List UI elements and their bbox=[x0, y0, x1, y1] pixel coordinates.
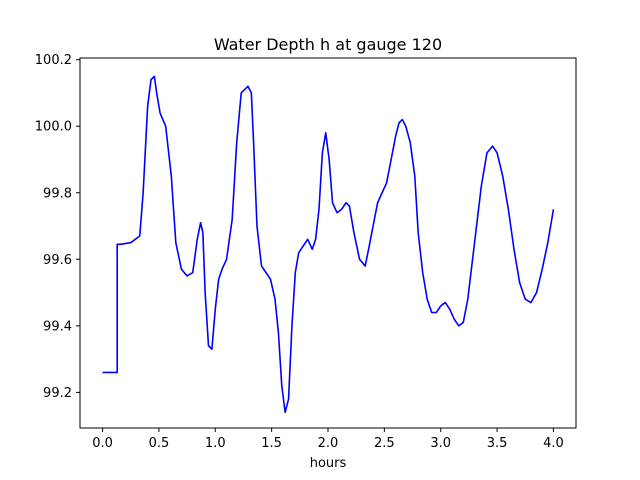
x-axis-ticks: 0.0 0.5 1.0 1.5 2.0 2.5 3.0 3.5 4.0 bbox=[92, 428, 564, 451]
plot-frame bbox=[79, 57, 577, 429]
series-layer bbox=[102, 75, 555, 414]
x-tick-label: 0.0 bbox=[92, 436, 113, 451]
x-tick-label: 1.0 bbox=[205, 436, 226, 451]
y-tick-label: 99.2 bbox=[43, 386, 72, 401]
y-tick-label: 99.4 bbox=[43, 319, 72, 334]
series-line-0 bbox=[102, 75, 555, 414]
x-tick-label: 2.0 bbox=[318, 436, 339, 451]
chart-title: Water Depth h at gauge 120 bbox=[214, 35, 442, 54]
x-axis-label: hours bbox=[310, 456, 347, 471]
x-tick-label: 2.5 bbox=[374, 436, 395, 451]
plot-background bbox=[80, 58, 576, 428]
x-tick-label: 1.5 bbox=[261, 436, 282, 451]
y-tick-label: 100.2 bbox=[35, 53, 72, 68]
x-tick-label: 3.0 bbox=[430, 436, 451, 451]
y-axis-ticks: 99.2 99.4 99.6 99.8 100.0 100.2 bbox=[35, 53, 80, 401]
y-tick-label: 99.8 bbox=[43, 186, 72, 201]
x-tick-label: 3.5 bbox=[487, 436, 508, 451]
y-tick-label: 99.6 bbox=[43, 253, 72, 268]
y-tick-label: 100.0 bbox=[35, 120, 72, 135]
x-tick-label: 4.0 bbox=[543, 436, 564, 451]
x-tick-label: 0.5 bbox=[149, 436, 170, 451]
